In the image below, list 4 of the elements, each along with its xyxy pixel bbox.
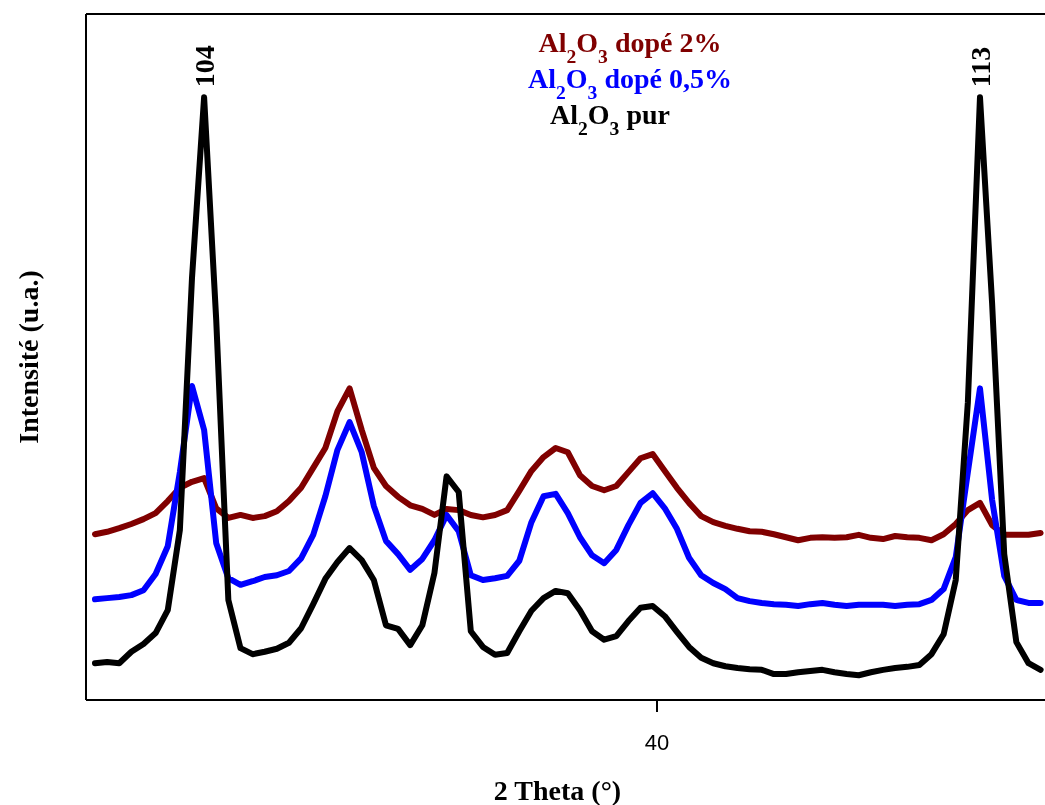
y-axis-title: Intensité (u.a.) bbox=[13, 270, 44, 444]
text: 113 bbox=[964, 46, 996, 88]
text: 40 bbox=[644, 730, 670, 755]
text: 104 bbox=[189, 45, 221, 88]
